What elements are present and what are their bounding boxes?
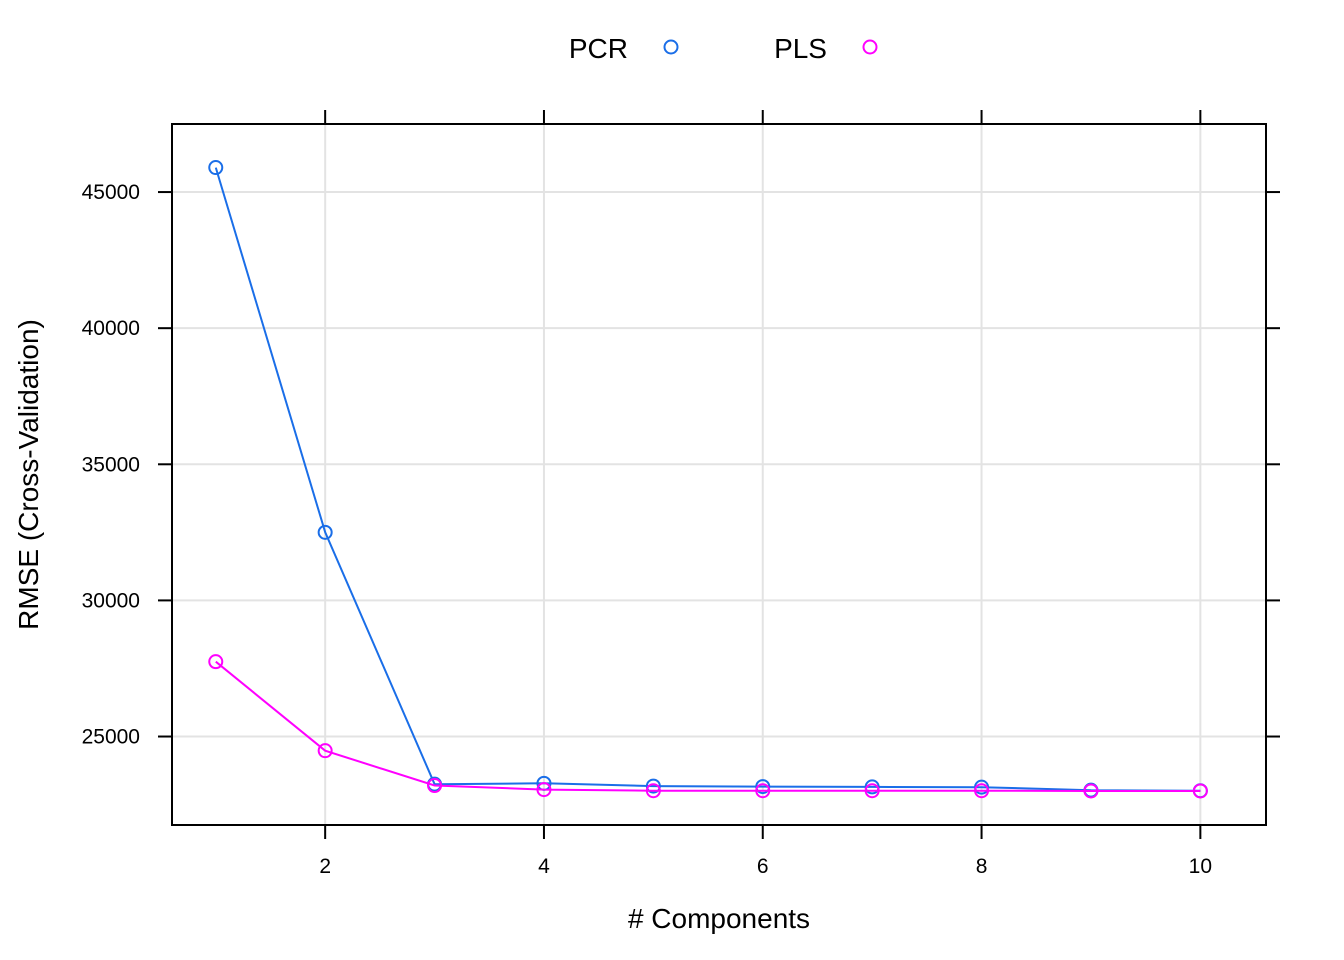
series-pls — [208, 654, 1208, 799]
series-layer — [208, 160, 1208, 799]
pls-point-7 — [864, 783, 880, 799]
plot-frame — [171, 123, 1267, 826]
legend-marker-pcr — [663, 39, 679, 55]
pcr-point-7 — [864, 779, 880, 795]
pcr-point-1 — [208, 160, 224, 176]
x-tick-label-4: 4 — [538, 855, 550, 878]
x-tick-label-10: 10 — [1189, 855, 1212, 878]
axes: 2 4 6 8 10 25000 30000 35000 40000 45000 — [82, 110, 1280, 878]
pcr-point-6 — [755, 779, 771, 795]
pls-point-1 — [208, 654, 224, 670]
pls-point-8 — [974, 783, 990, 799]
grid — [172, 124, 1266, 825]
y-tick-label-35000: 35000 — [82, 453, 140, 476]
pls-point-6 — [755, 783, 771, 799]
y-tick-label-30000: 30000 — [82, 589, 140, 612]
series-pcr — [208, 160, 1208, 799]
y-tick-label-25000: 25000 — [82, 726, 140, 749]
x-tick-label-2: 2 — [319, 855, 331, 878]
pls-point-9 — [1083, 783, 1099, 799]
legend-label-pls: PLS — [774, 33, 827, 64]
pls-line — [215, 660, 1201, 792]
pls-point-4 — [536, 782, 552, 798]
y-axis-title: RMSE (Cross-Validation) — [13, 319, 44, 630]
x-tick-label-8: 8 — [976, 855, 988, 878]
pls-point-5 — [645, 783, 661, 799]
legend-label-pcr: PCR — [569, 33, 628, 64]
pcr-point-2 — [317, 524, 333, 540]
x-axis-title: # Components — [628, 903, 810, 934]
legend-marker-pls — [862, 39, 878, 55]
pcr-line — [214, 167, 1201, 792]
legend: PCR PLS — [569, 33, 878, 64]
pls-point-2 — [317, 743, 333, 759]
pls-point-3 — [427, 778, 443, 794]
y-tick-label-45000: 45000 — [82, 181, 140, 204]
y-tick-label-40000: 40000 — [82, 317, 140, 340]
x-tick-label-6: 6 — [757, 855, 769, 878]
pls-point-10 — [1192, 783, 1208, 799]
pcr-point-5 — [645, 778, 661, 794]
